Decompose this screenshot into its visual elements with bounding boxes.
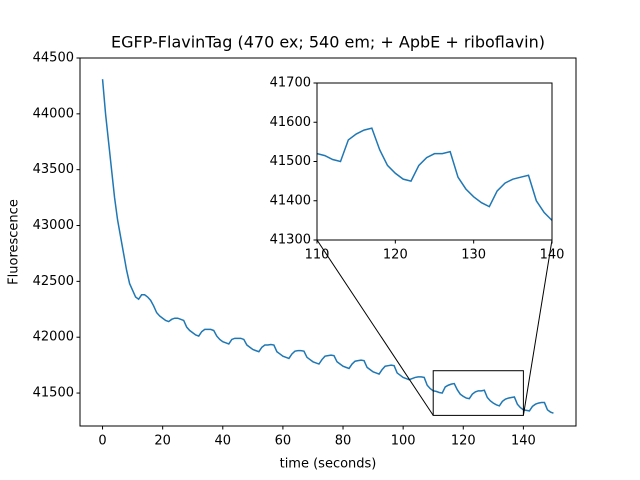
x-axis-label: time (seconds) [280,457,377,472]
x-tick-label: 120 [451,434,476,449]
y-tick-label: 44000 [33,106,74,121]
y-tick-label: 41400 [270,193,311,208]
y-axis-label: Fluorescence [7,199,22,285]
x-tick-label: 130 [461,248,486,263]
zoom-connector [522,239,553,416]
y-tick-label: 42000 [33,330,74,345]
x-tick-label: 80 [335,434,352,449]
data-line [101,79,554,414]
y-tick-label: 43000 [33,218,74,233]
y-tick-label: 41600 [270,115,311,130]
zoom-box [432,370,524,416]
y-tick-label: 44500 [33,51,74,66]
zoom-connector [316,239,434,416]
y-tick-label: 41300 [270,233,311,248]
x-tick-label: 100 [391,434,416,449]
x-tick-label: 20 [154,434,171,449]
x-tick-label: 140 [540,248,565,263]
plot-area [317,83,552,240]
y-tick-label: 41500 [33,386,74,401]
y-tick-label: 42500 [33,274,74,289]
y-tick-label: 41500 [270,154,311,169]
x-tick-label: 120 [383,248,408,263]
data-line [317,127,552,221]
x-tick-label: 140 [511,434,536,449]
chart-title: EGFP-FlavinTag (470 ex; 540 em; + ApbE +… [111,33,545,52]
x-tick-label: 40 [215,434,232,449]
x-tick-label: 110 [305,248,330,263]
x-tick-label: 0 [98,434,106,449]
axes-frame [79,57,577,427]
x-tick-label: 60 [275,434,292,449]
y-tick-label: 43500 [33,162,74,177]
y-tick-label: 41700 [270,76,311,91]
